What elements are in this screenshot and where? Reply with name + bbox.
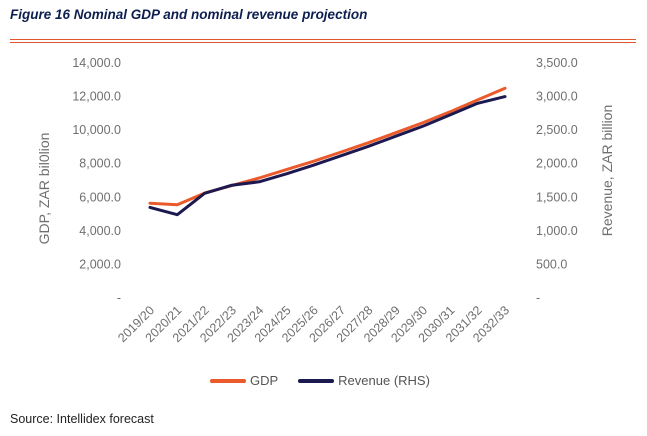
revenue-line (148, 95, 507, 217)
legend-label-gdp: GDP (250, 373, 279, 388)
y2-tick-label: 3,500.0 (536, 56, 578, 70)
source-note: Source: Intellidex forecast (10, 412, 154, 426)
y2-tick-label: 2,500.0 (536, 123, 578, 137)
line-chart: - 2,000.0 4,000.0 6,000.0 8,000.0 10,000.0 12,… (36, 56, 615, 345)
y2-tick-label: 500.0 (536, 257, 567, 271)
title-rule-top (10, 39, 636, 40)
y-tick-label: 6,000.0 (79, 190, 121, 204)
y2-tick-label: - (536, 291, 540, 305)
legend-swatch-gdp (210, 378, 246, 383)
y2-tick-label: 1,000.0 (536, 224, 578, 238)
y2-axis-title: Revenue, ZAR billion (599, 105, 615, 237)
y-axis-title: GDP, ZAR bil0lion (36, 133, 52, 245)
y-tick-label: - (117, 291, 121, 305)
y2-tick-label: 3,000.0 (536, 90, 578, 104)
y-tick-label: 4,000.0 (79, 224, 121, 238)
title-rule-bottom (10, 42, 636, 43)
y-tick-label: 10,000.0 (72, 123, 121, 137)
legend-label-revenue: Revenue (RHS) (338, 373, 430, 388)
y-tick-label: 14,000.0 (72, 56, 121, 70)
legend-item-revenue: Revenue (RHS) (298, 373, 430, 388)
y-tick-label: 12,000.0 (72, 90, 121, 104)
legend-swatch-revenue (298, 378, 335, 383)
figure-title: Figure 16 Nominal GDP and nominal revenu… (10, 7, 368, 22)
y-tick-label: 2,000.0 (79, 257, 121, 271)
legend-item-gdp: GDP (210, 373, 278, 388)
y2-tick-label: 1,500.0 (536, 190, 578, 204)
y-tick-label: 8,000.0 (79, 157, 121, 171)
y2-tick-label: 2,000.0 (536, 157, 578, 171)
chart-legend: GDP Revenue (RHS) (210, 373, 450, 388)
gdp-line (148, 86, 507, 207)
